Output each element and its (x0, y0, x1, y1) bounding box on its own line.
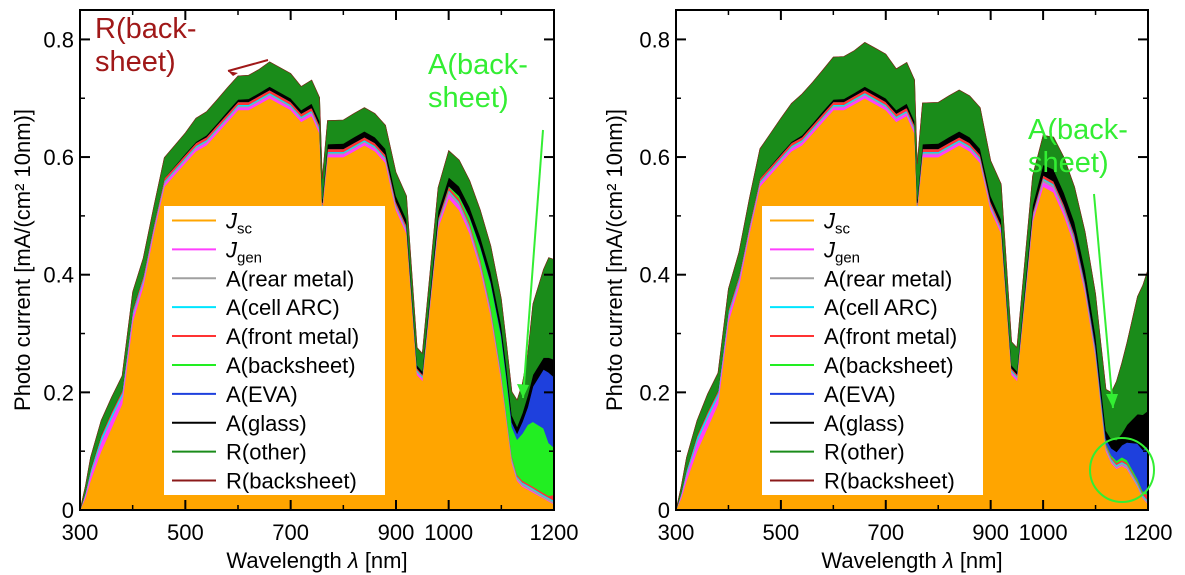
legend-label: A(EVA) (824, 382, 896, 407)
legend-label: Jsc (823, 208, 851, 237)
y-tick-label: 0.4 (43, 263, 74, 288)
y-tick-label: 0.2 (639, 380, 670, 405)
x-tick-label: 1000 (424, 520, 473, 545)
arrow-head-icon (228, 71, 238, 76)
x-tick-label: 900 (972, 520, 1009, 545)
legend-label: A(backsheet) (824, 353, 954, 378)
right-chart-panel: 0 0.2 0.4 0.6 0.8 300 500 700 900 1000 1200 Wavelen… (602, 9, 1173, 573)
x-tick-label: 500 (167, 520, 204, 545)
annotation-text: sheet) (1028, 147, 1109, 179)
legend-label: Jgen (225, 237, 262, 266)
legend-label: A(glass) (226, 411, 307, 436)
legend-label: A(glass) (824, 411, 905, 436)
annotation: A(back-sheet) (428, 49, 544, 399)
legend-label: A(EVA) (226, 382, 298, 407)
x-axis-label: Wavelength λ [nm] (821, 548, 1002, 573)
arrow-head-icon (1106, 394, 1118, 408)
annotation-text: R(back- (95, 13, 197, 45)
x-axis-label: Wavelength λ [nm] (226, 548, 407, 573)
arrow-head-icon (517, 384, 529, 398)
legend-label: Jgen (823, 237, 860, 266)
legend-label: R(backsheet) (226, 469, 357, 494)
annotation: R(back-sheet) (95, 13, 269, 78)
x-tick-label: 900 (378, 520, 415, 545)
x-tick-label: 300 (62, 520, 99, 545)
y-tick-label: 0 (62, 498, 74, 523)
area-r-backsheet (80, 61, 554, 510)
legend-label: A(front metal) (226, 324, 359, 349)
annotation-text: sheet) (95, 46, 176, 78)
y-tick-label: 0 (658, 498, 670, 523)
legend-label: A(backsheet) (226, 353, 356, 378)
x-tick-label: 500 (763, 520, 800, 545)
annotation-text: A(back- (1028, 114, 1128, 146)
y-tick-label: 0.8 (43, 27, 74, 52)
axes-frame (675, 9, 1149, 511)
x-tick-label: 1000 (1019, 520, 1068, 545)
x-tick-label: 1200 (530, 520, 579, 545)
annotation-arrow (1093, 193, 1114, 409)
axes-frame (79, 9, 555, 511)
y-tick-label: 0.6 (43, 145, 74, 170)
legend-label: Jsc (225, 208, 253, 237)
highlight-circle (1089, 437, 1155, 503)
x-tick-label: 700 (272, 520, 309, 545)
legend-label: A(cell ARC) (226, 295, 340, 320)
legend-box (762, 206, 983, 495)
y-tick-label: 0.2 (43, 380, 74, 405)
legend-label: A(rear metal) (824, 266, 952, 291)
x-tick-label: 300 (658, 520, 695, 545)
legend-box (164, 206, 385, 495)
annotation-arrow (522, 129, 544, 399)
legend-label: A(cell ARC) (824, 295, 938, 320)
y-tick-label: 0.4 (639, 263, 670, 288)
y-tick-label: 0.6 (639, 145, 670, 170)
legend-label: R(other) (824, 440, 905, 465)
y-axis-label: Photo current [mA/(cm² 10nm)] (602, 109, 627, 411)
y-axis-label: Photo current [mA/(cm² 10nm)] (10, 109, 35, 411)
area-r-backsheet (676, 42, 1148, 510)
x-tick-label: 1200 (1124, 520, 1173, 545)
annotation: A(back-sheet) (1028, 114, 1128, 409)
annotation-arrow (227, 59, 269, 72)
annotation-text: A(back- (428, 49, 528, 81)
x-tick-label: 700 (867, 520, 904, 545)
legend-label: A(front metal) (824, 324, 957, 349)
legend-label: A(rear metal) (226, 266, 354, 291)
annotation-text: sheet) (428, 82, 509, 114)
y-tick-label: 0.8 (639, 27, 670, 52)
left-chart-panel: 0 0.2 0.4 0.6 0.8 300 500 700 900 1000 1200 Wavelen… (10, 9, 579, 573)
legend-label: R(other) (226, 440, 307, 465)
legend-label: R(backsheet) (824, 469, 955, 494)
